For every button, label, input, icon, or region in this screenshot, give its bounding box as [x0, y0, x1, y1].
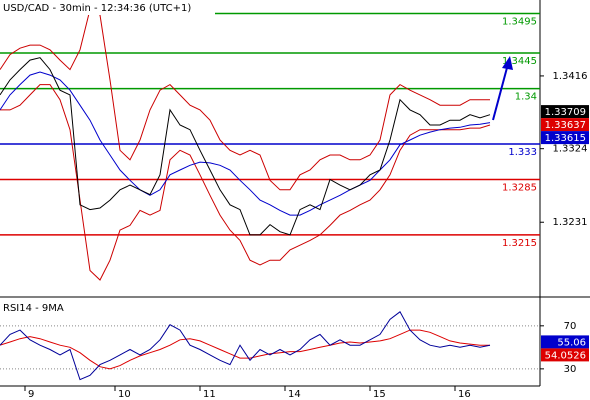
- price-label: 1.33709: [545, 107, 586, 118]
- level-label: 1.3215: [502, 238, 537, 249]
- arrow-head: [502, 56, 513, 70]
- price-label: 55.06: [557, 337, 586, 348]
- level-label: 1.3445: [502, 56, 537, 67]
- level-label: 1.34: [515, 92, 537, 103]
- y-tick-label: 1.3416: [553, 71, 588, 82]
- x-tick-label: 9: [28, 389, 34, 400]
- chart-title: USD/CAD - 30min - 12:34:36 (UTC+1): [3, 3, 191, 14]
- price-label: 1.33615: [545, 133, 586, 144]
- level-label: 1.3285: [502, 183, 537, 194]
- arrow-shaft: [492, 63, 509, 121]
- y-tick-label: 30: [564, 364, 577, 375]
- series-line: [0, 57, 491, 236]
- x-tick-label: 10: [118, 389, 131, 400]
- x-tick-label: 14: [288, 389, 301, 400]
- series-line: [0, 8, 490, 191]
- series-line: [0, 329, 490, 370]
- level-label: 1.3495: [502, 16, 537, 27]
- title-background: [0, 1, 215, 15]
- x-tick-label: 16: [458, 389, 471, 400]
- series-line: [0, 311, 491, 381]
- y-tick-label: 70: [564, 321, 577, 332]
- price-label-box: [541, 348, 589, 362]
- price-label-box: [541, 105, 589, 119]
- x-tick-label: 11: [203, 389, 216, 400]
- y-tick-label: 1.3324: [553, 144, 588, 155]
- level-label: 1.333: [508, 147, 537, 158]
- series-line: [0, 84, 491, 281]
- chart-title: RSI14 - 9MA: [3, 303, 64, 314]
- price-label: 54.0526: [545, 350, 586, 361]
- price-label-box: [541, 335, 589, 349]
- series-line: [0, 71, 491, 216]
- price-label: 1.33637: [545, 120, 586, 131]
- y-tick-label: 1.3231: [553, 217, 588, 228]
- price-label-box: [541, 131, 589, 145]
- x-tick-label: 15: [373, 389, 386, 400]
- price-label-box: [541, 118, 589, 132]
- title-background: [0, 301, 70, 315]
